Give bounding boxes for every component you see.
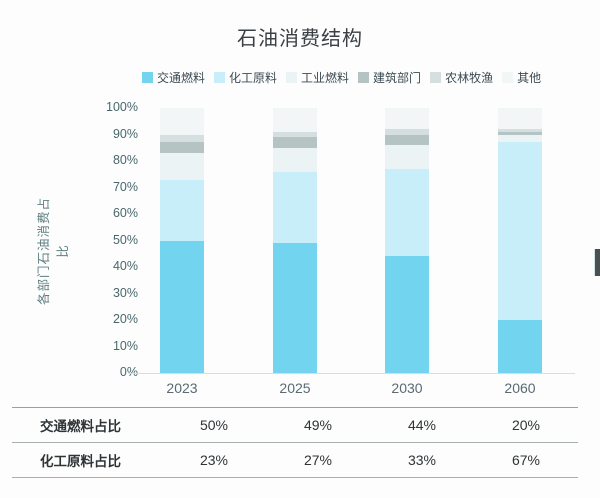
y-tick-60%: 60% — [112, 206, 138, 220]
bar-segment-建筑部门 — [385, 134, 429, 146]
bar-segment-交通燃料 — [385, 256, 429, 373]
bar-segment-其他 — [498, 108, 542, 130]
bar-segment-化工原料 — [273, 171, 317, 244]
table-row-label: 化工原料占比 — [40, 454, 121, 469]
x-label-2025: 2025 — [279, 380, 311, 396]
x-label-2023: 2023 — [166, 380, 198, 396]
table-cell: 50% — [199, 417, 229, 433]
legend-item-6: 其他 — [502, 69, 541, 86]
bar-segment-工业燃料 — [273, 147, 317, 172]
legend-label: 建筑部门 — [373, 71, 422, 85]
bar-segment-交通燃料 — [160, 240, 204, 373]
stacked-bar-2030 — [385, 108, 429, 373]
x-label-2060: 2060 — [504, 380, 536, 396]
table-cell: 33% — [407, 452, 437, 468]
legend-item-2: 化工原料 — [214, 69, 277, 86]
bar-segment-建筑部门 — [273, 137, 317, 148]
bar-segment-农林牧渔 — [160, 134, 204, 143]
legend-label: 农林牧渔 — [445, 71, 494, 85]
legend-swatch-icon — [502, 72, 514, 83]
table-cell: 20% — [511, 417, 541, 433]
y-tick-50%: 50% — [112, 232, 138, 247]
legend-swatch-icon — [214, 72, 226, 83]
y-tick-40%: 40% — [112, 259, 138, 273]
chart-title: 石油消费结构 — [237, 28, 363, 50]
y-tick-30%: 30% — [112, 285, 138, 300]
bar-segment-交通燃料 — [273, 243, 317, 373]
screen-edge-artifact — [594, 249, 600, 276]
bar-segment-化工原料 — [160, 179, 204, 241]
data-table: 交通燃料占比 50% 49% 44% 20% 化工原料占比 23% 27% 33% 67% — [12, 407, 578, 478]
y-axis-title: 各部门石油消费占比 — [37, 197, 70, 306]
stacked-bar-2025 — [273, 108, 317, 373]
y-axis-ticks: 0% 10% 20% 30% 40% 50% 60% 70% 80% 90% 100% — [90, 100, 138, 379]
table-cell: 67% — [511, 452, 541, 468]
table-row-2: 化工原料占比 23% 27% 33% 67% — [12, 443, 578, 478]
y-tick-90%: 90% — [112, 126, 138, 141]
y-tick-100%: 100% — [106, 100, 138, 114]
legend-label: 交通燃料 — [157, 71, 206, 85]
y-tick-10%: 10% — [112, 338, 138, 353]
legend-label: 工业燃料 — [301, 71, 350, 85]
legend: 交通燃料 化工原料 工业燃料 建筑部门 农林牧渔 其他 — [142, 69, 541, 86]
bar-segment-农林牧渔 — [273, 131, 317, 138]
legend-swatch-icon — [286, 72, 298, 83]
stacked-bar-2060 — [498, 108, 542, 373]
table-row-1: 交通燃料占比 50% 49% 44% 20% — [12, 408, 578, 443]
bar-segment-化工原料 — [498, 142, 542, 320]
bar-segment-化工原料 — [385, 168, 429, 257]
plot-area — [148, 108, 578, 373]
bar-segment-建筑部门 — [160, 142, 204, 154]
legend-swatch-icon — [142, 72, 153, 83]
legend-label: 化工原料 — [229, 71, 278, 85]
bar-segment-工业燃料 — [385, 145, 429, 169]
stacked-bar-2023 — [160, 108, 204, 373]
table-cell: 49% — [303, 417, 333, 433]
bar-segment-农林牧渔 — [498, 129, 542, 132]
bar-segment-工业燃料 — [160, 153, 204, 180]
legend-item-1: 交通燃料 — [142, 69, 205, 86]
bar-segment-农林牧渔 — [385, 129, 429, 135]
legend-swatch-icon — [430, 72, 442, 83]
y-tick-80%: 80% — [112, 153, 138, 167]
bar-segment-建筑部门 — [498, 131, 542, 135]
bar-segment-其他 — [160, 108, 204, 135]
legend-label: 其他 — [517, 71, 542, 85]
table-cell: 44% — [407, 417, 437, 433]
x-axis-labels: 2023 2025 2030 2060 — [0, 380, 600, 398]
x-label-2030: 2030 — [391, 380, 423, 396]
bar-segment-其他 — [273, 108, 317, 132]
legend-item-4: 建筑部门 — [358, 69, 421, 86]
legend-item-3: 工业燃料 — [286, 69, 349, 86]
y-tick-20%: 20% — [112, 312, 138, 326]
bar-segment-其他 — [385, 108, 429, 130]
legend-item-5: 农林牧渔 — [430, 69, 493, 86]
legend-swatch-icon — [358, 72, 370, 83]
table-cell: 27% — [303, 452, 333, 468]
y-tick-70%: 70% — [112, 179, 138, 194]
table-cell: 23% — [199, 452, 229, 468]
bar-segment-交通燃料 — [498, 320, 542, 373]
table-row-label: 交通燃料占比 — [40, 419, 121, 434]
bar-segment-工业燃料 — [498, 134, 542, 143]
x-axis-line — [128, 373, 575, 374]
y-tick-0%: 0% — [119, 365, 138, 379]
